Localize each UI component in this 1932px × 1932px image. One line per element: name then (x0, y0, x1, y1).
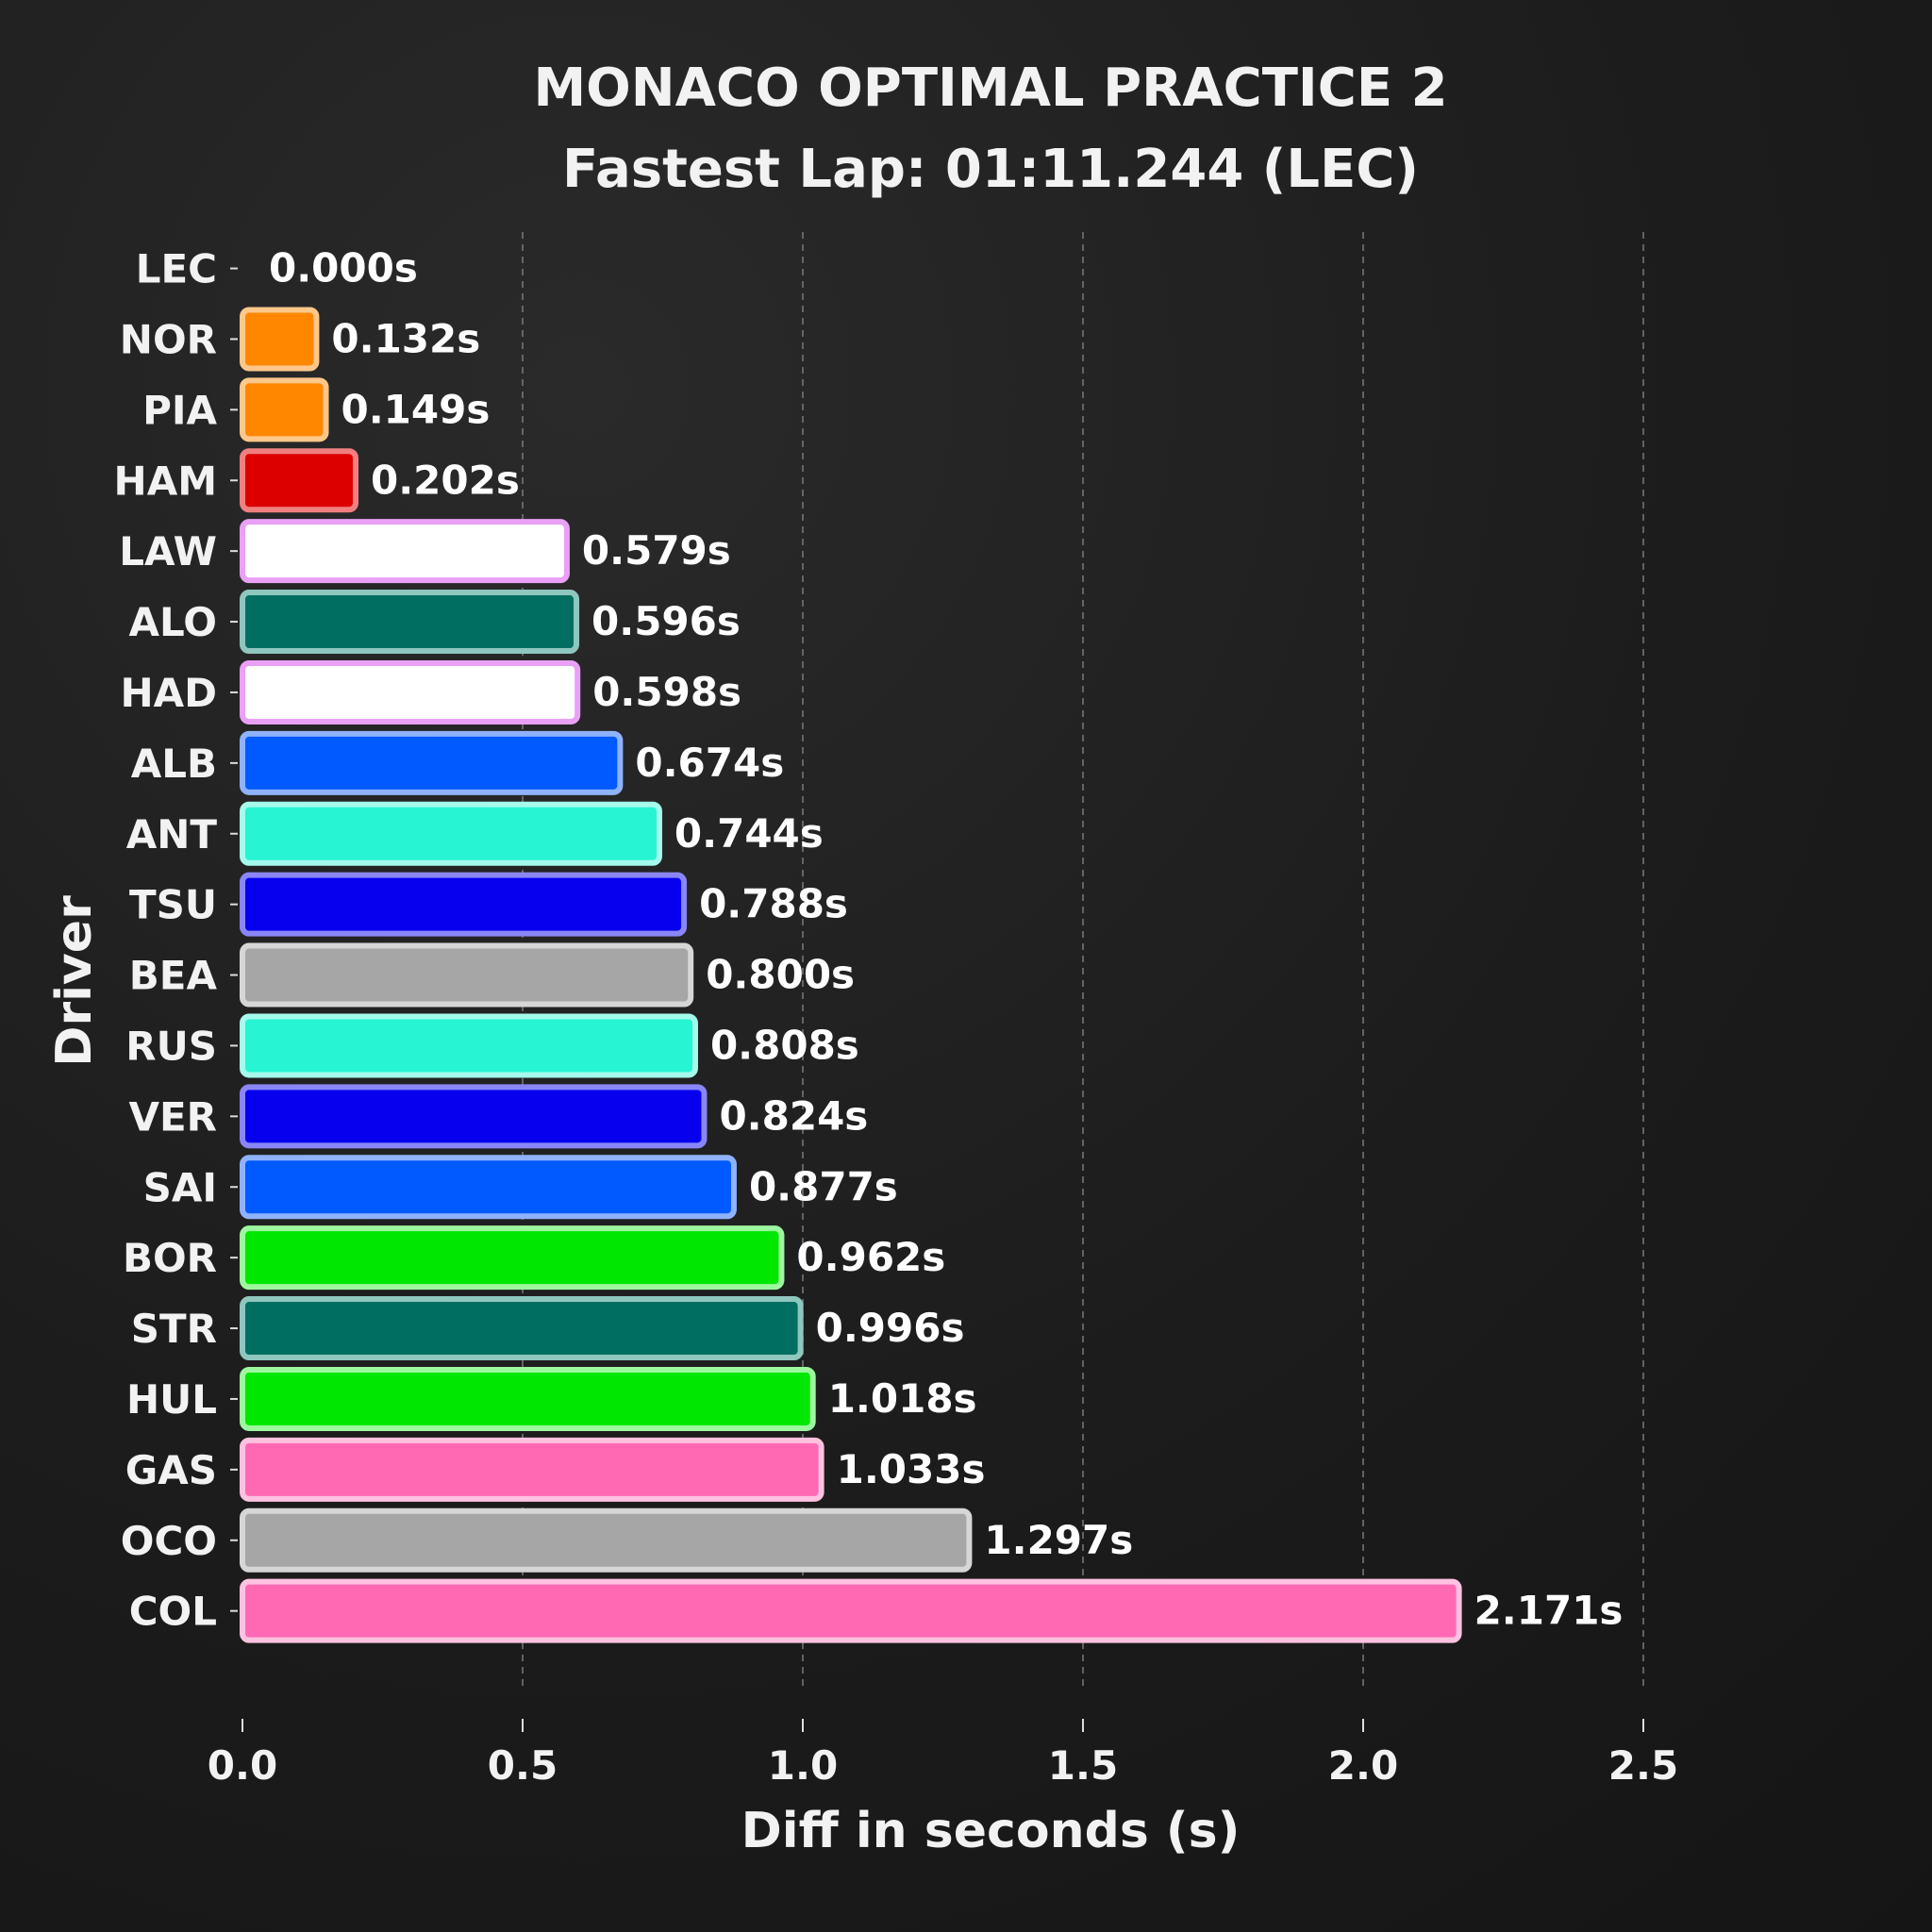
bar (240, 730, 624, 795)
y-tick-label: TSU (129, 882, 217, 928)
chart-subtitle: Fastest Lap: 01:11.244 (LEC) (562, 139, 1419, 200)
bar (240, 1084, 708, 1149)
bar (240, 519, 570, 584)
chart-title: MONACO OPTIMAL PRACTICE 2 (533, 58, 1447, 119)
value-label: 0.598s (592, 669, 741, 715)
x-axis-ticks: 0.0 0.5 1.0 1.5 2.0 2.5 (208, 1719, 1678, 1789)
y-tick-label: ALB (131, 741, 217, 787)
y-tick-label: HUL (126, 1376, 217, 1423)
y-tick-label: HAD (120, 670, 217, 716)
y-tick-label: COL (129, 1589, 217, 1635)
value-label: 0.877s (749, 1163, 898, 1209)
y-tick-label: OCO (121, 1518, 217, 1564)
value-label: 0.962s (796, 1234, 945, 1280)
value-label: 0.202s (371, 457, 520, 503)
value-label: 1.018s (828, 1375, 977, 1422)
bar (240, 872, 688, 937)
value-label: 0.149s (341, 386, 491, 432)
y-tick-label: LEC (136, 246, 217, 292)
bar (240, 659, 581, 724)
y-tick-label: GAS (125, 1447, 217, 1493)
value-label: 0.744s (675, 810, 824, 857)
value-label: 0.000s (269, 245, 418, 291)
value-label: 1.297s (984, 1517, 1133, 1563)
y-tick-label: BOR (123, 1235, 217, 1281)
value-label: 0.800s (706, 952, 855, 998)
bar (240, 1155, 737, 1220)
y-tick-label: RUS (125, 1023, 217, 1069)
bar (240, 1296, 804, 1361)
x-tick-label: 1.0 (768, 1742, 838, 1789)
bar (240, 1507, 973, 1573)
y-tick-label: STR (131, 1306, 217, 1352)
x-tick-label: 0.5 (488, 1742, 558, 1789)
y-tick-label: PIA (142, 387, 217, 433)
y-tick-label: ALO (129, 599, 217, 645)
y-tick-label: NOR (120, 316, 217, 362)
y-tick-label: VER (128, 1093, 217, 1140)
y-tick-label: BEA (129, 953, 218, 999)
y-tick-label: HAM (114, 458, 217, 504)
value-label: 0.132s (331, 315, 480, 361)
value-label: 0.788s (699, 881, 848, 927)
value-label: 0.996s (816, 1305, 965, 1351)
y-axis-ticks: LEC NOR PIA HAM LAW ALO HAD ALB ANT TSU BEA RUS VER S… (114, 246, 238, 1635)
x-tick-label: 0.0 (208, 1742, 277, 1789)
bar (240, 1437, 824, 1502)
value-label: 0.596s (591, 598, 741, 644)
value-label: 0.579s (582, 527, 731, 574)
bar (240, 377, 329, 442)
y-axis-label: Driver (46, 895, 103, 1067)
y-tick-label: ANT (126, 811, 218, 858)
value-label: 1.033s (837, 1446, 986, 1492)
bars: 0.000s 0.132s 0.149s 0.202s 0.579s 0.596s 0.59… (240, 245, 1624, 1643)
value-label: 2.171s (1474, 1588, 1624, 1634)
value-label: 0.674s (635, 740, 784, 786)
bar (240, 1578, 1462, 1643)
bar (240, 1225, 785, 1291)
x-tick-label: 2.5 (1608, 1742, 1678, 1789)
bar (240, 801, 662, 866)
x-axis-label: Diff in seconds (s) (741, 1803, 1241, 1859)
bar (240, 590, 580, 655)
value-label: 0.824s (719, 1092, 868, 1139)
bar (240, 448, 358, 513)
x-tick-label: 2.0 (1328, 1742, 1398, 1789)
y-tick-label: LAW (119, 528, 217, 575)
value-label: 0.808s (710, 1022, 859, 1068)
bar (240, 307, 320, 372)
bar (240, 1366, 816, 1431)
y-tick-label: SAI (143, 1164, 217, 1210)
x-tick-label: 1.5 (1048, 1742, 1118, 1789)
bar (240, 1013, 698, 1078)
bar (240, 942, 694, 1008)
